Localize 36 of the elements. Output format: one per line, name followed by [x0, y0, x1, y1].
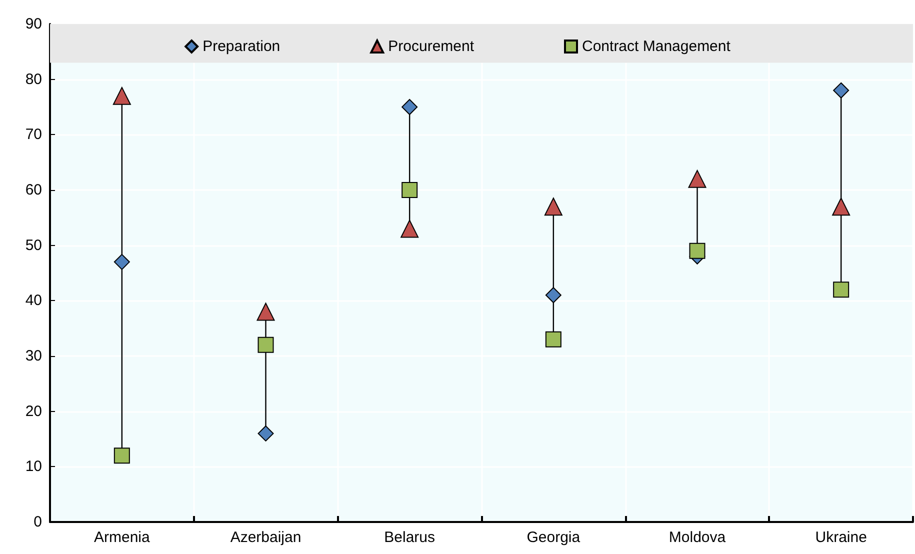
point	[114, 254, 130, 270]
y-tick-label: 30	[25, 348, 42, 364]
point	[832, 198, 850, 216]
x-tick-label: Ukraine	[815, 529, 867, 546]
legend-label: Preparation	[202, 38, 280, 55]
point	[112, 86, 131, 105]
y-tick-label: 40	[25, 292, 42, 310]
point	[114, 448, 130, 464]
y-tick-label: 20	[25, 402, 42, 420]
point	[833, 82, 850, 98]
y-tick-label: 80	[25, 70, 42, 88]
x-tick-label: Georgia	[526, 529, 581, 546]
y-tick-label: 90	[25, 16, 42, 32]
point	[545, 331, 562, 348]
point	[256, 302, 275, 321]
x-tick-label: Azerbaijan	[230, 529, 302, 546]
x-tick-label: Armenia	[94, 529, 150, 546]
x-tick-label: Moldova	[668, 529, 726, 546]
point	[402, 99, 418, 115]
legend-label: Contract Management	[582, 38, 732, 55]
point	[833, 282, 850, 298]
point	[258, 336, 274, 353]
y-tick-label: 10	[25, 458, 42, 476]
point	[258, 425, 274, 442]
y-tick-label: 50	[25, 236, 42, 254]
y-tick-label: 70	[25, 126, 42, 144]
point	[544, 198, 562, 216]
y-tick-label: 0	[34, 514, 42, 530]
point	[688, 170, 706, 188]
x-tick-label: Belarus	[384, 529, 436, 546]
point	[402, 182, 418, 198]
y-tick-label: 60	[25, 182, 42, 198]
legend-label: Procurement	[388, 38, 475, 55]
point	[545, 287, 562, 304]
point	[400, 220, 419, 238]
point	[689, 242, 706, 259]
